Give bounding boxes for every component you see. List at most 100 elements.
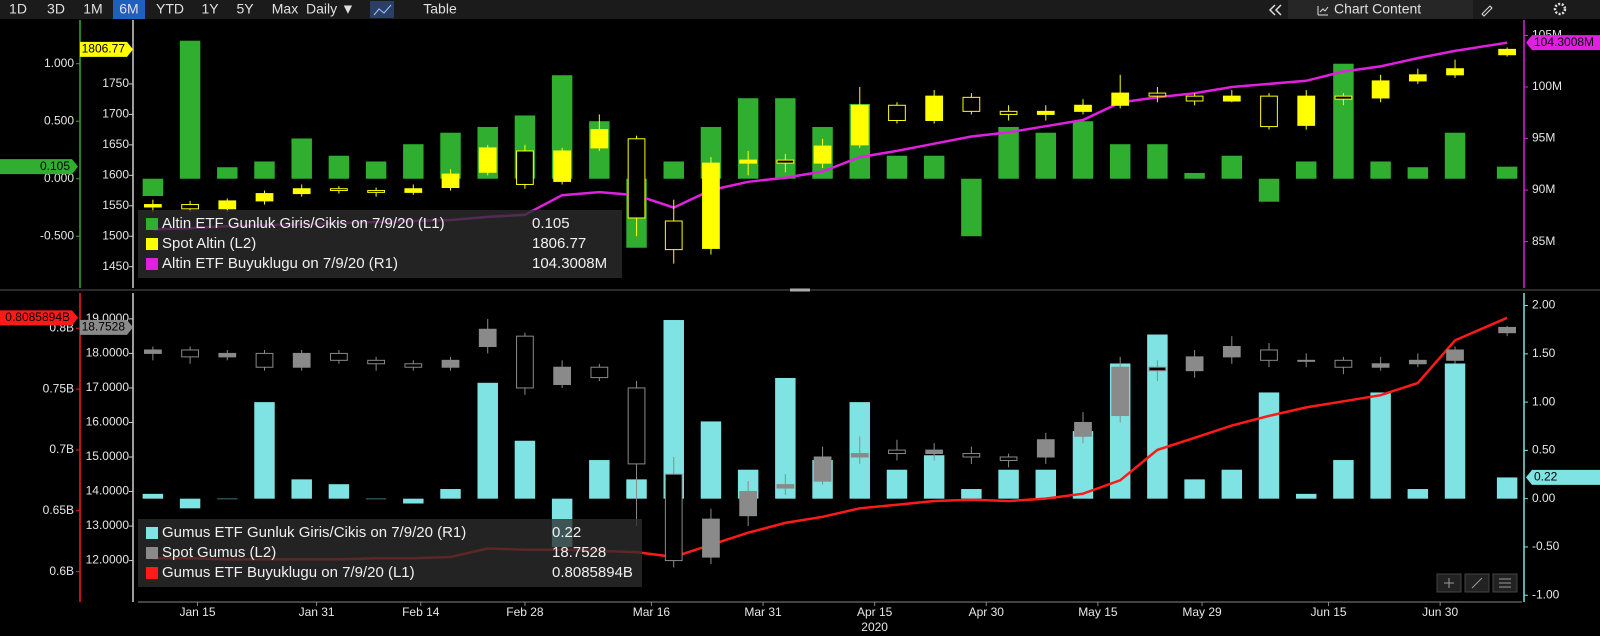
candle-body	[1446, 349, 1464, 361]
legend-label: Altin ETF Buyuklugu on 7/9/20 (R1)	[162, 255, 398, 272]
flow-bar	[775, 98, 796, 179]
candle-body	[776, 484, 795, 489]
candle-body	[1446, 68, 1464, 76]
candle-body	[1260, 349, 1278, 361]
flow-bar	[403, 144, 424, 179]
flow-bar	[1072, 431, 1094, 499]
candle-body	[776, 159, 795, 164]
flow-bar	[1444, 132, 1466, 179]
flow-bar	[254, 402, 275, 499]
candle-body	[1297, 95, 1316, 126]
x-tick-label: May 29	[1182, 605, 1222, 619]
value-flag-label: 0.105	[40, 159, 70, 173]
value-flag-label: 18.7528	[82, 320, 126, 334]
flow-bar	[142, 493, 164, 499]
legend-swatch	[146, 567, 158, 579]
range-button[interactable]: YTD	[156, 1, 184, 17]
candle-body	[888, 449, 906, 455]
x-tick-label: Jun 15	[1311, 605, 1347, 619]
flow-bar	[217, 167, 238, 179]
range-button[interactable]: 5Y	[236, 1, 254, 17]
flow-bar	[440, 132, 461, 179]
flow-bar	[961, 489, 982, 499]
legend-label: Spot Gumus (L2)	[162, 544, 276, 561]
legend-value: 0.8085894B	[552, 564, 633, 581]
settings-icon[interactable]	[1553, 2, 1567, 16]
x-tick-label: Feb 14	[402, 605, 440, 619]
candle-body	[664, 220, 683, 251]
flow-bar	[477, 382, 498, 499]
candle-body	[739, 491, 758, 517]
candle-body	[1297, 359, 1316, 362]
y-tick-label: 1650	[102, 137, 129, 151]
x-tick-label: Jan 31	[299, 605, 335, 619]
flow-bar	[179, 40, 201, 179]
candle-body	[1185, 356, 1204, 372]
legend-value: 1806.77	[532, 235, 586, 252]
candle-body	[1222, 95, 1241, 102]
range-button[interactable]: Max	[272, 1, 298, 17]
x-tick-label: Apr 30	[969, 605, 1005, 619]
y-tick-label: 1.00	[1532, 394, 1556, 408]
y-tick-label: 1.000	[44, 56, 74, 70]
value-flag	[80, 319, 133, 335]
y-tick-label: 12.0000	[86, 553, 130, 567]
x-tick-label: Jan 15	[180, 605, 216, 619]
y-tick-label: 0.000	[44, 171, 74, 185]
table-button[interactable]: Table	[423, 1, 457, 17]
y-tick-label: 85M	[1532, 234, 1555, 248]
flow-bar	[365, 498, 387, 500]
flow-bar	[1184, 172, 1205, 179]
range-button[interactable]: 1Y	[201, 1, 219, 17]
candle-body	[1498, 326, 1516, 334]
y-tick-label: 2.00	[1532, 298, 1556, 312]
chart-content-button[interactable]: Chart Content	[1334, 1, 1421, 17]
flow-bar	[514, 440, 536, 499]
flow-bar	[923, 155, 945, 179]
y-tick-label: 1450	[102, 259, 129, 273]
toolbar-items: 1D 3D 1M 6M YTD 1Y 5Y Max Daily ▼ Table Chart Cont…	[9, 0, 1567, 19]
candle-body	[516, 335, 534, 389]
y-tick-label: 1750	[102, 76, 129, 90]
flow-bar	[923, 455, 945, 499]
frequency-select[interactable]: Daily ▼	[306, 1, 355, 17]
flow-bar	[440, 489, 461, 499]
range-active	[113, 0, 145, 19]
flow-bar	[1407, 489, 1429, 499]
flow-bar	[998, 469, 1019, 499]
collapse-icon[interactable]	[1268, 4, 1282, 16]
candle-body	[702, 518, 720, 558]
flow-bar	[1109, 144, 1131, 179]
y-tick-label: 1700	[102, 107, 129, 121]
candle-body	[1036, 110, 1055, 115]
candle-body	[999, 456, 1018, 461]
y-tick-label: 0.00	[1532, 491, 1556, 505]
flow-bar	[1221, 155, 1243, 179]
content-button[interactable]	[1288, 0, 1473, 19]
candle-body	[1148, 92, 1167, 97]
chart-type-button[interactable]	[370, 1, 394, 18]
candle-body	[1334, 359, 1353, 368]
candle-body	[1222, 346, 1241, 358]
candle-body	[850, 453, 869, 458]
candle-body	[367, 359, 385, 365]
flow-bar	[1333, 460, 1354, 499]
content-icon	[1317, 6, 1329, 16]
flow-bar	[1407, 167, 1429, 179]
range-button[interactable]: 3D	[47, 1, 65, 17]
edit-icon[interactable]	[1481, 5, 1493, 17]
flow-bar	[1370, 392, 1391, 499]
flow-bar	[998, 126, 1019, 179]
range-button[interactable]: 6M	[119, 1, 138, 17]
tool-icon	[1499, 578, 1511, 588]
flow-bar	[1221, 469, 1243, 499]
y-tick-label: 1500	[102, 228, 129, 242]
y-tick-label: 0.75B	[43, 381, 74, 395]
flow-bar	[254, 161, 275, 179]
range-button[interactable]: 1M	[83, 1, 102, 17]
x-tick-label: Feb 28	[506, 605, 544, 619]
range-button[interactable]: 1D	[9, 1, 27, 17]
flow-bar	[1035, 132, 1057, 179]
legend-swatch	[146, 527, 158, 539]
